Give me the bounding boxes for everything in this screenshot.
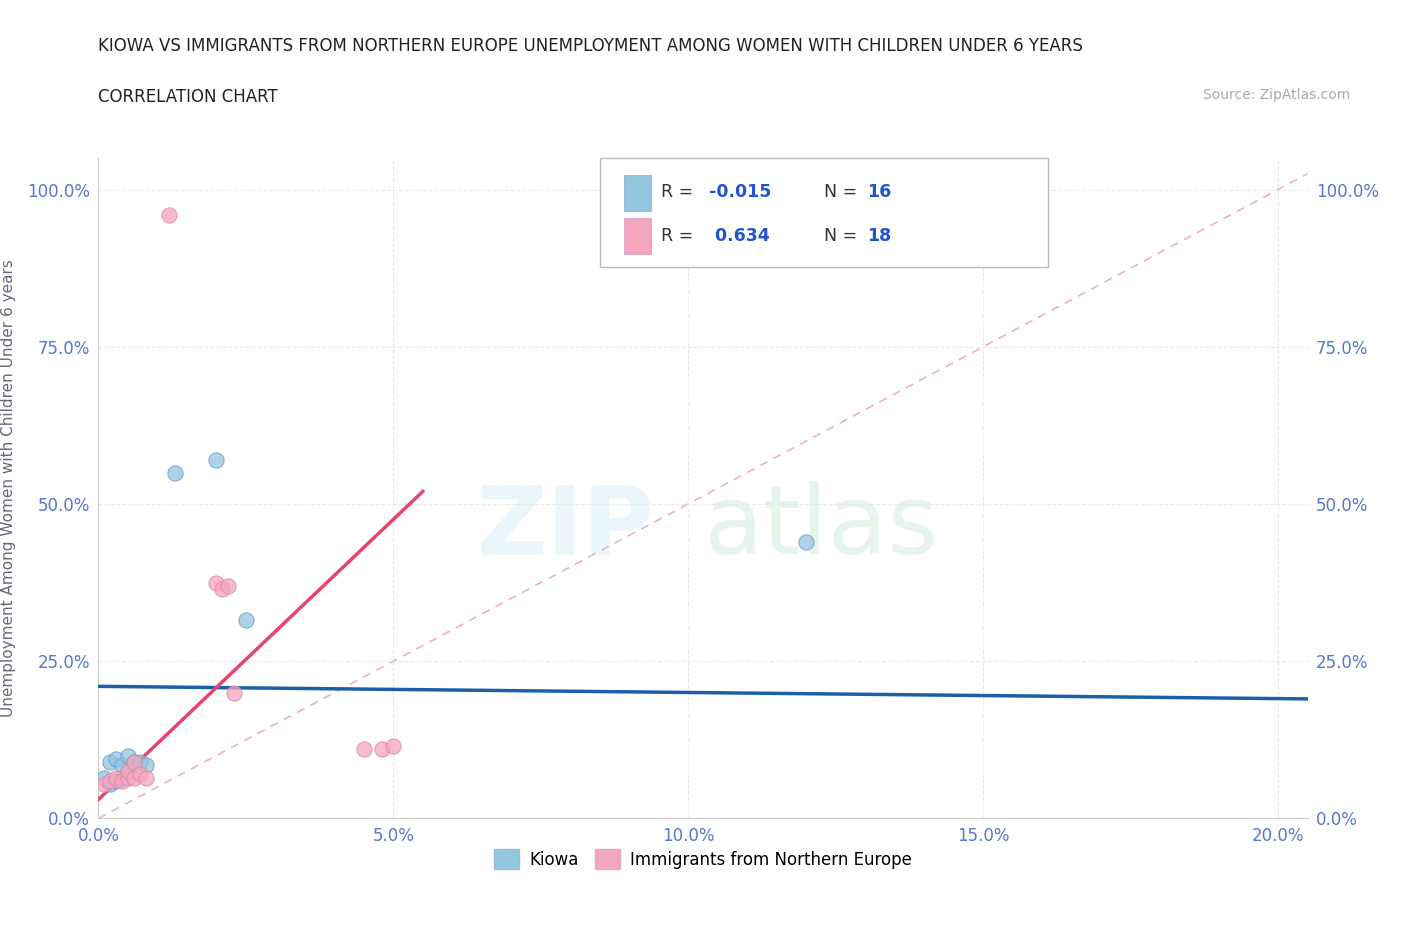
Text: 18: 18 bbox=[868, 227, 891, 245]
Point bbox=[353, 742, 375, 757]
Point bbox=[98, 773, 121, 788]
Y-axis label: Unemployment Among Women with Children Under 6 years: Unemployment Among Women with Children U… bbox=[1, 259, 15, 717]
Point bbox=[122, 754, 145, 769]
Point bbox=[128, 767, 150, 782]
Point bbox=[382, 738, 405, 753]
Text: R =: R = bbox=[661, 183, 699, 202]
Text: CORRELATION CHART: CORRELATION CHART bbox=[98, 88, 278, 106]
Point bbox=[211, 581, 233, 596]
Point bbox=[122, 770, 145, 785]
Text: Source: ZipAtlas.com: Source: ZipAtlas.com bbox=[1202, 88, 1350, 102]
Text: N =: N = bbox=[824, 183, 863, 202]
Point bbox=[205, 575, 228, 590]
Text: N =: N = bbox=[824, 227, 863, 245]
Text: KIOWA VS IMMIGRANTS FROM NORTHERN EUROPE UNEMPLOYMENT AMONG WOMEN WITH CHILDREN : KIOWA VS IMMIGRANTS FROM NORTHERN EUROPE… bbox=[98, 37, 1083, 55]
Point bbox=[235, 613, 257, 628]
Point bbox=[794, 534, 817, 549]
Point bbox=[135, 758, 157, 773]
Point bbox=[98, 777, 121, 791]
Point bbox=[117, 770, 139, 785]
Text: atlas: atlas bbox=[703, 482, 938, 575]
Point bbox=[370, 742, 392, 757]
Point bbox=[93, 777, 115, 791]
Bar bbox=[624, 175, 651, 211]
Bar bbox=[624, 218, 651, 254]
Point bbox=[105, 751, 128, 766]
Point bbox=[205, 453, 228, 468]
Point bbox=[117, 764, 139, 778]
Point bbox=[135, 770, 157, 785]
Point bbox=[111, 758, 134, 773]
Text: -0.015: -0.015 bbox=[709, 183, 772, 202]
FancyBboxPatch shape bbox=[600, 158, 1047, 267]
Point bbox=[122, 754, 145, 769]
Point bbox=[98, 754, 121, 769]
Point bbox=[111, 773, 134, 788]
Point bbox=[117, 764, 139, 778]
Point bbox=[157, 207, 180, 222]
Point bbox=[217, 578, 239, 593]
Text: 16: 16 bbox=[868, 183, 891, 202]
Point bbox=[128, 754, 150, 769]
Point bbox=[165, 465, 187, 480]
Point bbox=[117, 748, 139, 763]
Point bbox=[105, 770, 128, 785]
Text: ZIP: ZIP bbox=[477, 482, 655, 575]
Point bbox=[105, 773, 128, 788]
Point bbox=[111, 770, 134, 785]
Point bbox=[222, 685, 245, 700]
Text: R =: R = bbox=[661, 227, 699, 245]
Point bbox=[93, 770, 115, 785]
Text: 0.634: 0.634 bbox=[709, 227, 770, 245]
Legend: Kiowa, Immigrants from Northern Europe: Kiowa, Immigrants from Northern Europe bbox=[488, 843, 918, 876]
